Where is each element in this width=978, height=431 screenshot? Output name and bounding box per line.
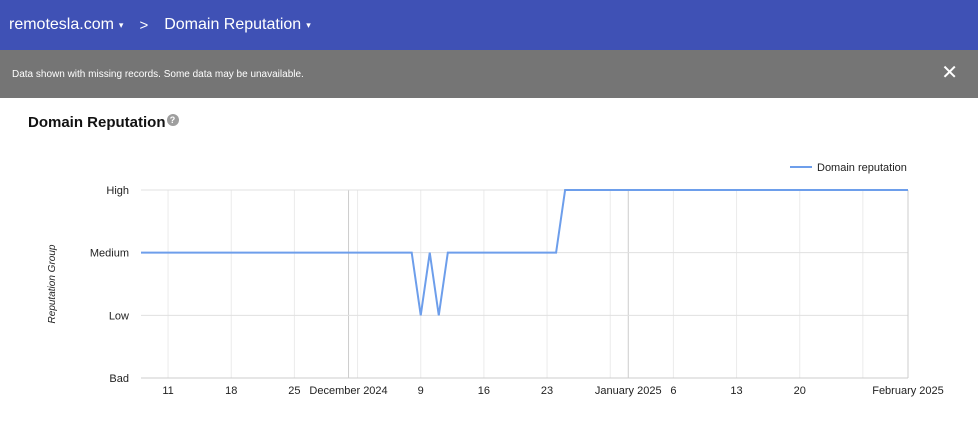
y-tick-label: High	[106, 185, 129, 197]
x-tick-label: 20	[794, 385, 806, 397]
x-tick-label: February 2025	[872, 385, 944, 397]
top-bar: remotesla.com ▾ > Domain Reputation ▾	[0, 0, 978, 50]
close-icon[interactable]: ✕	[941, 62, 958, 84]
y-axis-title: Reputation Group	[47, 244, 58, 323]
section-title-text: Domain Reputation	[28, 114, 166, 131]
page-selector[interactable]: Domain Reputation ▾	[164, 16, 311, 34]
x-tick-label: December 2024	[309, 385, 387, 397]
x-tick-label: 18	[225, 385, 237, 397]
warning-banner: Data shown with missing records. Some da…	[0, 50, 978, 98]
x-tick-label: 25	[288, 385, 300, 397]
x-tick-label: 6	[670, 385, 676, 397]
banner-message: Data shown with missing records. Some da…	[12, 68, 304, 80]
y-tick-label: Low	[109, 310, 129, 322]
caret-down-icon: ▾	[306, 19, 311, 30]
x-tick-label: 16	[478, 385, 490, 397]
y-tick-label: Medium	[90, 248, 129, 260]
y-tick-label: Bad	[109, 373, 129, 385]
help-icon[interactable]: ?	[166, 114, 179, 126]
section-title: Domain Reputation?	[28, 114, 179, 131]
page-label: Domain Reputation	[164, 16, 302, 33]
domain-selector[interactable]: remotesla.com ▾	[9, 16, 123, 34]
x-tick-label: January 2025	[595, 385, 662, 397]
x-tick-label: 23	[541, 385, 553, 397]
x-tick-label: 11	[162, 385, 173, 397]
x-tick-label: 13	[730, 385, 742, 397]
series-line-domain-reputation	[141, 189, 908, 316]
caret-down-icon: ▾	[118, 19, 124, 30]
domain-label: remotesla.com	[9, 16, 114, 33]
legend-label: Domain reputation	[817, 162, 907, 174]
chevron-right-icon: >	[139, 16, 149, 34]
x-tick-label: 9	[418, 385, 424, 397]
